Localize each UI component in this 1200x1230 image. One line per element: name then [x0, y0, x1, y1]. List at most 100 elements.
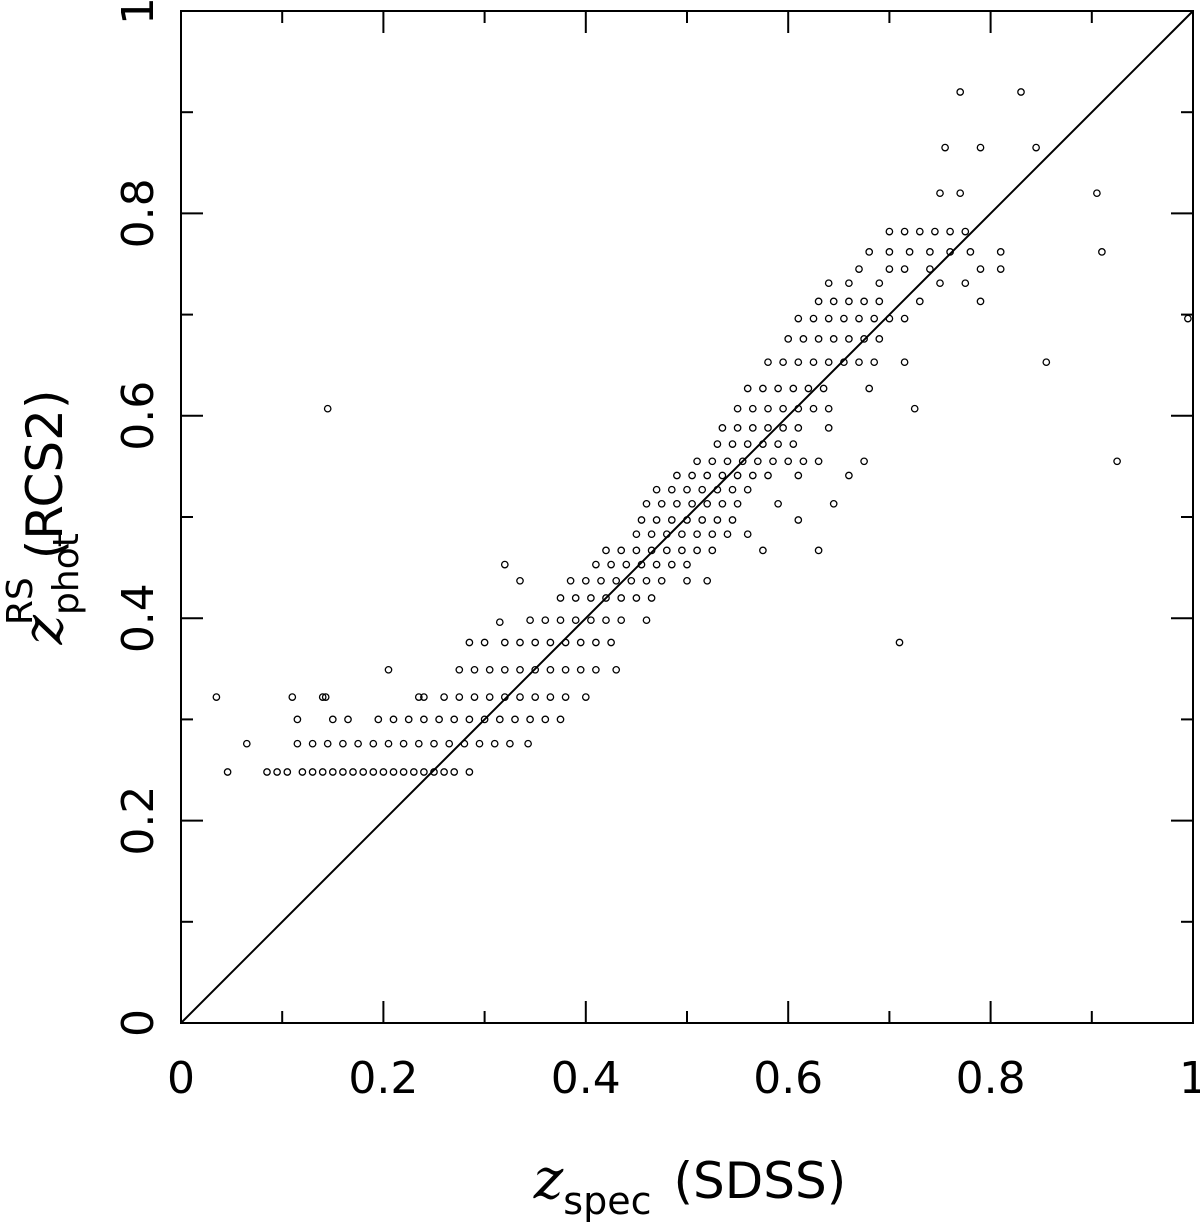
- data-points: [212, 88, 1192, 776]
- data-point: [738, 457, 747, 466]
- data-point: [794, 471, 803, 480]
- data-point: [819, 384, 828, 393]
- data-point: [794, 424, 803, 432]
- data-point: [900, 265, 909, 273]
- data-point: [915, 297, 924, 306]
- y-tick-label: 1: [113, 0, 164, 25]
- y-axis-symbol: z: [11, 614, 76, 645]
- data-point: [602, 616, 610, 625]
- data-point: [430, 768, 438, 776]
- data-point: [470, 693, 479, 701]
- data-point: [936, 189, 944, 198]
- data-point: [860, 457, 868, 466]
- data-point: [500, 693, 509, 701]
- data-point: [860, 335, 868, 343]
- data-point: [870, 314, 879, 323]
- x-tick-label: 0.8: [956, 1053, 1026, 1104]
- x-axis-label-text: (SDSS): [673, 1152, 846, 1210]
- data-point: [293, 739, 302, 748]
- data-point: [723, 530, 732, 539]
- data-point: [759, 384, 767, 393]
- data-point: [349, 768, 357, 776]
- data-point: [420, 693, 428, 701]
- y-tick-label: 0: [113, 1009, 164, 1037]
- data-point: [642, 616, 651, 625]
- data-point: [323, 404, 332, 413]
- data-point: [657, 576, 666, 585]
- data-point: [804, 384, 813, 393]
- data-point: [212, 693, 221, 701]
- data-point: [632, 530, 641, 539]
- data-point: [915, 227, 924, 236]
- x-axis-title: zspec (SDSS): [533, 1147, 846, 1223]
- data-point: [840, 358, 848, 367]
- data-point: [733, 424, 742, 432]
- data-point: [1184, 314, 1192, 323]
- data-point: [288, 693, 297, 701]
- data-point: [465, 715, 474, 724]
- data-point: [369, 739, 378, 748]
- data-point: [900, 227, 909, 236]
- data-point: [941, 143, 949, 152]
- axis-ticks: [180, 10, 1194, 1024]
- data-point: [637, 516, 646, 524]
- data-point: [420, 768, 428, 776]
- data-point: [728, 485, 737, 494]
- data-point: [389, 715, 398, 724]
- data-point: [799, 457, 808, 466]
- data-point: [490, 739, 499, 748]
- data-point: [637, 560, 646, 569]
- data-point: [556, 616, 565, 625]
- data-point: [318, 693, 327, 701]
- data-point: [840, 314, 848, 323]
- data-point: [607, 638, 615, 647]
- data-point: [1113, 457, 1121, 466]
- data-point: [996, 265, 1005, 273]
- data-point: [592, 665, 600, 674]
- data-point: [809, 404, 818, 413]
- data-point: [647, 594, 656, 602]
- data-point: [728, 516, 737, 524]
- data-point: [465, 638, 474, 647]
- data-point: [799, 335, 808, 343]
- data-point: [829, 335, 838, 343]
- data-point: [293, 715, 302, 724]
- data-point: [587, 594, 595, 602]
- data-point: [784, 457, 793, 466]
- data-point: [961, 279, 970, 288]
- data-point: [885, 227, 894, 236]
- data-point: [627, 576, 636, 585]
- data-point: [809, 314, 818, 323]
- data-point: [673, 471, 681, 480]
- data-point: [662, 530, 671, 539]
- data-point: [506, 739, 514, 748]
- data-point: [976, 297, 985, 306]
- data-point: [531, 693, 540, 701]
- data-point: [263, 768, 271, 776]
- data-point: [526, 715, 534, 724]
- data-point: [587, 616, 595, 625]
- data-point: [389, 768, 398, 776]
- data-point: [794, 358, 803, 367]
- data-point: [642, 499, 651, 508]
- data-point: [455, 693, 464, 701]
- data-point: [774, 440, 782, 448]
- data-point: [576, 638, 585, 647]
- data-point: [531, 665, 540, 674]
- data-point: [242, 739, 251, 748]
- data-point: [693, 457, 701, 466]
- data-point: [683, 485, 691, 494]
- data-point: [870, 358, 879, 367]
- data-point: [824, 279, 833, 288]
- data-point: [910, 404, 919, 413]
- data-point: [764, 424, 772, 432]
- data-point: [936, 279, 944, 288]
- data-point: [511, 715, 519, 724]
- data-point: [652, 516, 661, 524]
- y-tick-label: 0.2: [113, 786, 164, 856]
- data-point: [455, 665, 464, 674]
- data-point: [526, 616, 534, 625]
- data-point: [743, 384, 752, 393]
- data-point: [622, 560, 631, 569]
